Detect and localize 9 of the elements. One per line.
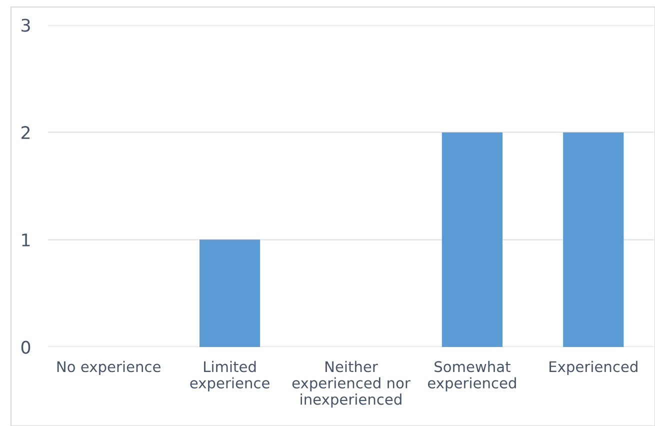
y-tick-label: 1 xyxy=(22,234,30,246)
y-tick-label: 2 xyxy=(22,126,30,139)
x-tick-label: Somewhat experienced xyxy=(428,360,516,392)
x-tick-label: No experience xyxy=(57,360,160,376)
x-tick-label: Limited experience xyxy=(190,360,270,392)
x-tick-label: Neither experienced nor inexperienced xyxy=(292,360,410,408)
x-tick-label: Experienced xyxy=(550,360,638,376)
y-tick-label: 0 xyxy=(21,340,30,354)
y-tick-label: 3 xyxy=(22,18,30,32)
